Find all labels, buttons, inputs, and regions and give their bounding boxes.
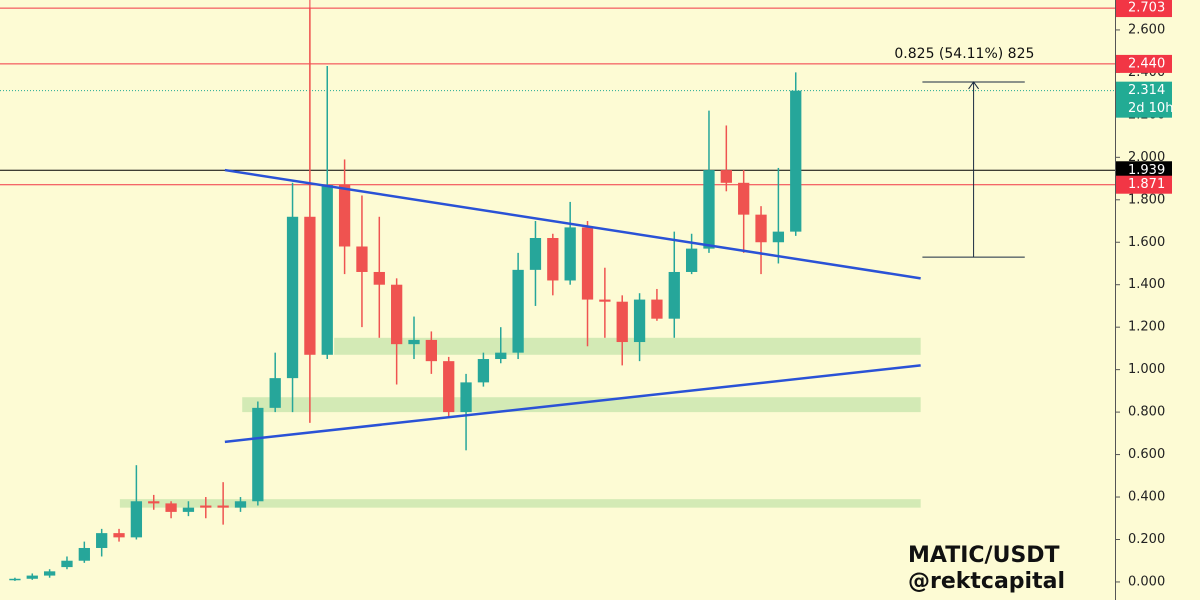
trendline [224, 168, 921, 280]
candle-body [269, 378, 281, 408]
candle-body [668, 271, 680, 319]
price-label: 2.440 [1128, 56, 1165, 71]
candle-body [338, 184, 351, 247]
measure-label: 0.825 (54.11%) 825 [894, 46, 1034, 62]
y-tick-label: 1.200 [1128, 320, 1165, 335]
candle-body [356, 246, 368, 272]
candle-body [26, 575, 38, 579]
candle-body [373, 271, 385, 285]
candle-body [755, 214, 767, 243]
y-tick-label: 0.600 [1128, 447, 1165, 462]
candle-body [790, 90, 802, 232]
price-label-box [1116, 81, 1172, 118]
candle-body [43, 571, 56, 576]
watermark: @rektcapital [908, 569, 1065, 594]
candle-body [286, 216, 299, 379]
y-tick-label: 1.000 [1128, 362, 1165, 377]
price-label: 2.703 [1128, 1, 1165, 16]
candle-body [9, 578, 21, 581]
candle-body [321, 184, 333, 355]
candle-body [391, 284, 403, 345]
price-label-box [1116, 175, 1172, 194]
candle-body [581, 227, 594, 300]
candle-body [616, 301, 628, 343]
support-zone [242, 397, 921, 413]
candle-body [738, 182, 750, 215]
candle-body [512, 269, 524, 353]
measure-arrowhead [968, 81, 979, 90]
candle-body [217, 505, 229, 508]
y-tick-label: 0.400 [1128, 490, 1165, 505]
candle-body [564, 227, 576, 281]
candle-body [61, 560, 73, 568]
candle-body [408, 339, 420, 345]
candle-body [495, 352, 507, 360]
y-tick-label: 1.800 [1128, 192, 1165, 207]
support-zone [119, 499, 921, 508]
price-label: 1.939 [1128, 163, 1165, 178]
y-tick-label: 0.200 [1128, 532, 1165, 547]
candle-body [703, 170, 715, 249]
price-sublabel: 2d 10h [1128, 101, 1173, 116]
price-label-box [1116, 0, 1172, 18]
candle-body [720, 170, 732, 183]
candle-body [165, 503, 177, 512]
candle-body [148, 501, 160, 504]
candle-body [599, 299, 611, 302]
candle-body [252, 407, 264, 502]
price-label: 1.871 [1128, 177, 1165, 192]
candle-body [547, 238, 559, 281]
candle-body [772, 231, 785, 243]
candle-body [443, 361, 455, 413]
candle-body [130, 501, 143, 538]
y-tick-label: 1.600 [1128, 235, 1165, 250]
price-label-box [1116, 161, 1172, 180]
candle-body [200, 505, 212, 508]
watermark: MATIC/USDT [908, 543, 1060, 568]
candle-body [685, 248, 698, 272]
y-tick-label: 1.400 [1128, 277, 1165, 292]
price-label-box [1116, 54, 1172, 73]
y-tick-label: 0.800 [1128, 405, 1165, 420]
candle-body [234, 501, 247, 508]
trendline [224, 364, 921, 444]
candle-body [304, 216, 316, 355]
candle-body [425, 339, 437, 362]
y-tick-label: 2.600 [1128, 22, 1165, 37]
candle-body [78, 547, 90, 561]
candle-body [633, 299, 646, 343]
y-tick-label: 2.000 [1128, 150, 1165, 165]
candle-body [529, 238, 542, 270]
candle-body [460, 382, 472, 413]
candle-body [113, 533, 125, 538]
candle-body [477, 359, 490, 383]
plot-area: 0.825 (54.11%) 825 [0, 0, 1115, 581]
price-label: 2.314 [1128, 83, 1165, 98]
candle-body [651, 299, 663, 319]
y-tick-label: 0.000 [1128, 574, 1165, 589]
support-zone [334, 337, 921, 355]
candle-body [96, 533, 108, 548]
candle-body [182, 507, 195, 512]
